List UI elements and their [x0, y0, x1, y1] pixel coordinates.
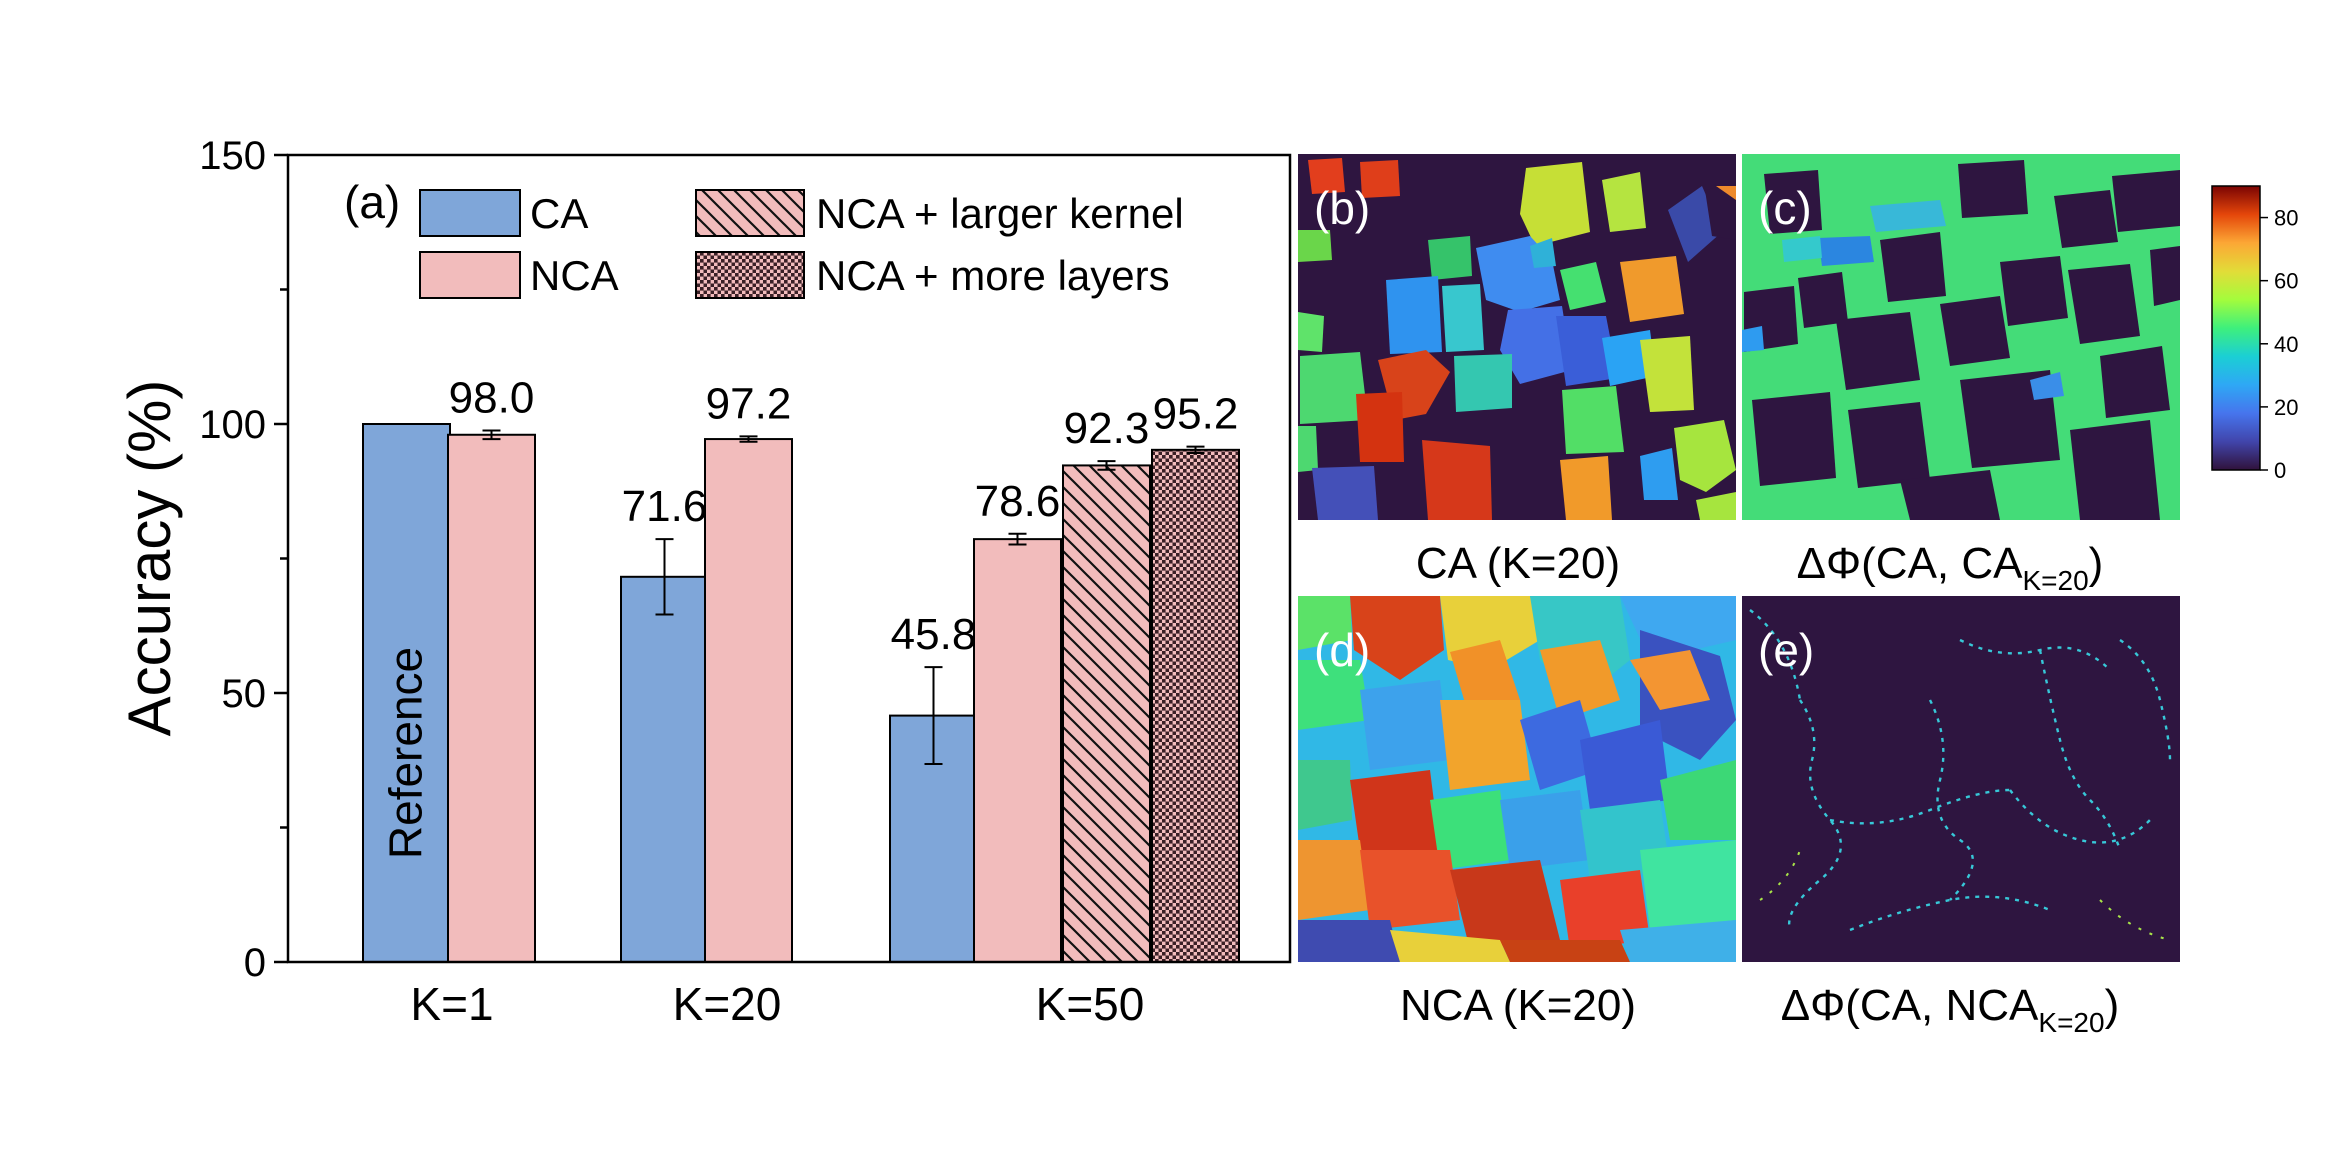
legend-label-ca: CA: [530, 190, 588, 237]
caption-c-end: ): [2089, 539, 2104, 588]
y-axis-ticks: 0 50 100 150: [199, 134, 288, 985]
colorbar-tick-label: 40: [2274, 332, 2298, 357]
x-tick-label: K=50: [1036, 978, 1145, 1030]
y-axis-title: Accuracy (%): [116, 380, 183, 737]
colorbar-tick-label: 20: [2274, 395, 2298, 420]
y-tick-label: 150: [199, 134, 266, 178]
x-tick-label: K=1: [410, 978, 493, 1030]
panel-label-d: (d): [1314, 624, 1370, 676]
legend-swatch-larger-kernel: [695, 189, 805, 237]
panel-label-e: (e): [1758, 624, 1814, 676]
colorbar-tick-label: 0: [2274, 458, 2286, 483]
y-tick-label: 0: [244, 941, 266, 985]
plot-frame: [286, 153, 1292, 964]
value-label: 78.6: [975, 477, 1061, 526]
caption-c: ΔΦ(CA, CAK=20): [1797, 539, 2104, 596]
caption-c-main: ΔΦ(CA, CA: [1797, 539, 2023, 588]
panel-label-c: (c): [1758, 182, 1812, 234]
value-label: 45.8: [891, 610, 977, 659]
bar-k20-1: [620, 575, 709, 963]
legend-swatch-nca: [419, 251, 521, 299]
x-tick-label: K=20: [673, 978, 782, 1030]
panel-label-a: (a): [344, 176, 400, 228]
map-panel-b: (b): [1298, 154, 1736, 520]
colorbar-gradient: [2211, 185, 2261, 471]
x-axis-labels: K=1 K=20 K=50: [410, 978, 1144, 1030]
value-label: 92.3: [1064, 404, 1150, 453]
bar-k50-3: [1062, 464, 1151, 963]
legend-label-more-layers: NCA + more layers: [816, 252, 1170, 299]
colorbar-tick-label: 60: [2274, 269, 2298, 294]
reference-label: Reference: [380, 647, 432, 859]
error-bars: [482, 429, 1205, 766]
value-label: 98.0: [449, 373, 535, 422]
panel-label-b: (b): [1314, 182, 1370, 234]
map-panel-d: (d): [1298, 596, 1736, 962]
caption-d: NCA (K=20): [1400, 981, 1636, 1030]
caption-e-end: ): [2105, 981, 2120, 1030]
map-panel-e: (e): [1742, 596, 2180, 962]
map-panel-c: (c): [1742, 154, 2180, 520]
caption-e: ΔΦ(CA, NCAK=20): [1781, 981, 2119, 1038]
bar-k50-4: [1151, 448, 1240, 964]
legend-label-larger-kernel: NCA + larger kernel: [816, 190, 1184, 237]
legend-label-nca: NCA: [530, 252, 619, 299]
value-label: 97.2: [706, 379, 792, 428]
y-tick-label: 100: [199, 403, 266, 447]
legend-swatch-ca: [419, 189, 521, 237]
bar-k1-2: [447, 433, 536, 963]
caption-b: CA (K=20): [1416, 539, 1620, 588]
colorbar: 0 20 40 60 80: [2211, 185, 2298, 483]
value-label: 71.6: [622, 482, 708, 531]
colorbar-tick-label: 80: [2274, 206, 2298, 231]
bar-k20-2: [704, 438, 793, 963]
value-labels: Reference 98.0 71.6 97.2 45.8 78.692.3 95.2: [380, 373, 1239, 859]
caption-c-sub: K=20: [2023, 565, 2089, 596]
caption-e-sub: K=20: [2038, 1007, 2104, 1038]
bars: [362, 423, 1240, 964]
colorbar-ticks: 0 20 40 60 80: [2260, 206, 2298, 483]
legend: CA NCA NCA + larger kernel NCA + more la…: [419, 189, 1184, 299]
value-label: 95.2: [1153, 390, 1239, 439]
bar-k50-2: [973, 538, 1062, 964]
y-tick-label: 50: [222, 672, 267, 716]
caption-e-main: ΔΦ(CA, NCA: [1781, 981, 2039, 1030]
legend-swatch-more-layers: [695, 251, 805, 299]
